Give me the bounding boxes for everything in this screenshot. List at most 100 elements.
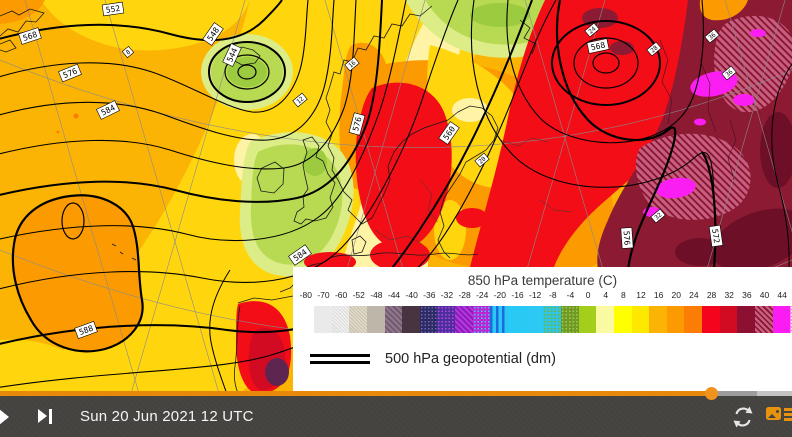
legend-tick-label: -8 — [549, 290, 557, 300]
svg-text:576: 576 — [351, 116, 363, 132]
legend-swatch — [472, 306, 491, 333]
legend-swatch — [490, 306, 509, 333]
temperature-point-label: 36 — [721, 65, 737, 81]
svg-text:572: 572 — [710, 228, 721, 244]
legend-swatch — [578, 306, 597, 333]
legend-swatch — [349, 306, 367, 333]
legend-tick-label: 12 — [636, 290, 646, 300]
legend-panel: 850 hPa temperature (C) -80 -70 -60 -52 -48-… — [293, 267, 792, 396]
legend-colorbar — [314, 306, 792, 333]
legend-tick-label: -48 — [370, 290, 383, 300]
geopotential-contour-label: 576 — [348, 112, 366, 136]
temperature-point-label: 8 — [121, 45, 135, 59]
legend-geopotential-label: 500 hPa geopotential (dm) — [385, 351, 556, 367]
coastlines — [0, 5, 537, 397]
legend-temperature-title: 850 hPa temperature (C) — [467, 273, 618, 288]
temperature-point-label: 28 — [646, 41, 662, 57]
legend-swatch — [684, 306, 703, 333]
legend-swatch — [402, 306, 420, 333]
legend-tick-label: -4 — [566, 290, 575, 300]
skip-next-icon[interactable] — [38, 409, 52, 424]
timestep-datetime: Sun 20 Jun 2021 12 UTC — [80, 408, 254, 425]
legend-tick-label: -12 — [529, 290, 542, 300]
legend-tick-label: -60 — [334, 290, 348, 300]
legend-swatch — [596, 306, 614, 333]
legend-tick-label: 0 — [585, 290, 591, 300]
legend-panel-toggle-icon[interactable] — [766, 405, 792, 427]
legend-swatch — [419, 306, 438, 333]
country-borders — [374, 137, 573, 245]
svg-text:568: 568 — [590, 40, 606, 52]
refresh-icon[interactable] — [730, 404, 756, 430]
legend-tick-label: -52 — [352, 290, 365, 300]
legend-swatch — [525, 306, 544, 333]
legend-swatch — [560, 306, 579, 333]
legend-tick-label: -16 — [511, 290, 524, 300]
temperature-point-label: 24 — [584, 22, 600, 38]
player-control-bar: Sun 20 Jun 2021 12 UTC — [0, 396, 792, 437]
legend-tick-label: 44 — [777, 290, 787, 300]
legend-tick-label: -32 — [440, 290, 454, 300]
country-borders-east — [659, 39, 737, 181]
geopotential-contour-label: 552 — [101, 1, 125, 17]
svg-text:12: 12 — [295, 95, 305, 105]
legend-tick-label: -80 — [299, 290, 312, 300]
geopotential-contour-label: 572 — [708, 224, 724, 248]
legend-tick-label: 32 — [724, 290, 734, 300]
geopotential-contour-label: 568 — [18, 27, 42, 45]
geopotential-contour-label: 584 — [96, 100, 120, 120]
play-icon[interactable] — [0, 409, 9, 425]
temperature-point-labels: 8 12 16 20 24 28 32 36 36 — [121, 22, 737, 224]
svg-text:24: 24 — [587, 25, 597, 35]
timeline-buffer[interactable] — [757, 391, 792, 396]
legend-tick-label: -40 — [405, 290, 418, 300]
legend-swatch — [366, 306, 385, 333]
legend-swatch — [631, 306, 650, 333]
legend-swatch — [455, 306, 473, 333]
timeline-remaining[interactable] — [712, 391, 757, 396]
timeline-handle[interactable] — [705, 387, 718, 400]
legend-tick-label: -44 — [387, 290, 401, 300]
timeline-played[interactable] — [0, 391, 712, 396]
legend-swatch — [719, 306, 738, 333]
geopotential-contour-label: 568 — [586, 38, 610, 54]
geopotential-contours — [0, 0, 792, 397]
svg-text:568: 568 — [22, 30, 39, 43]
svg-text:552: 552 — [105, 4, 121, 15]
legend-tick-label: -20 — [493, 290, 507, 300]
legend-swatch — [613, 306, 632, 333]
legend-tick-label: -70 — [317, 290, 330, 300]
legend-swatch — [543, 306, 561, 333]
legend-swatch — [702, 306, 720, 333]
legend-tick-label: 20 — [671, 290, 681, 300]
legend-swatch — [331, 306, 350, 333]
legend-swatch — [508, 306, 526, 333]
legend-swatch — [772, 306, 791, 333]
geopotential-contour-label: 544 — [222, 43, 242, 67]
legend-swatch — [437, 306, 456, 333]
svg-text:36: 36 — [707, 31, 717, 41]
legend-tick-label: 36 — [742, 290, 752, 300]
svg-text:576: 576 — [622, 231, 632, 246]
legend-swatch — [649, 306, 667, 333]
legend-swatch — [755, 306, 773, 333]
legend-swatch — [737, 306, 756, 333]
legend-ticks: -80 -70 -60 -52 -48 -44 -40 -36 -32 -28 -24 -20 -16-… — [297, 290, 791, 300]
timeline-track[interactable] — [0, 391, 792, 396]
svg-text:32: 32 — [653, 211, 663, 221]
temperature-point-label: 36 — [704, 28, 720, 44]
legend-swatch — [314, 306, 332, 333]
geopotential-contour-label: 588 — [74, 320, 98, 340]
geopotential-line-symbol — [310, 354, 370, 364]
legend-tick-label: 4 — [603, 290, 609, 300]
legend-tick-label: -28 — [458, 290, 471, 300]
temperature-point-label: 16 — [344, 56, 360, 72]
geopotential-contour-label: 576 — [620, 227, 634, 249]
svg-text:8: 8 — [125, 48, 133, 56]
legend-tick-label: -24 — [476, 290, 489, 300]
svg-text:20: 20 — [477, 155, 487, 165]
svg-text:36: 36 — [724, 68, 734, 78]
